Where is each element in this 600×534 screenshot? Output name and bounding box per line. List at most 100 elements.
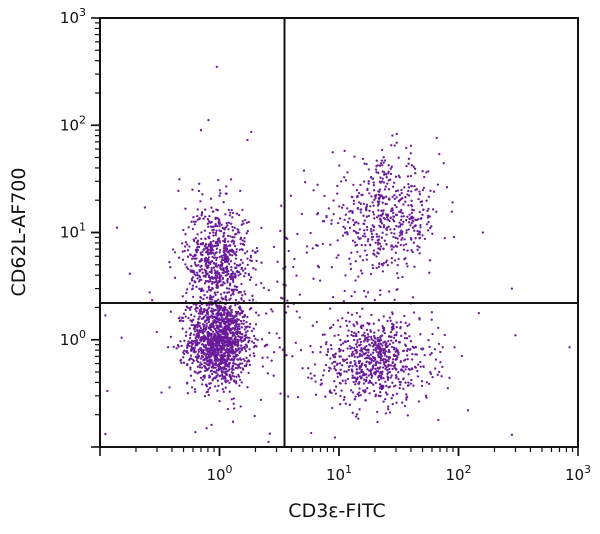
data-point [197,332,200,335]
data-point [407,162,410,165]
data-point [246,138,249,142]
data-point [240,311,244,315]
data-point [352,202,356,205]
data-point [215,324,218,327]
data-point [361,157,365,161]
data-point [410,211,414,215]
data-point [196,365,200,368]
data-point [395,326,398,329]
data-point [311,324,314,327]
data-point [243,252,247,255]
data-point [337,254,340,257]
data-point [391,402,394,406]
data-point [356,207,359,210]
data-point [418,193,422,196]
data-point [244,267,247,270]
data-point [399,223,403,226]
data-point [322,369,326,372]
data-point [195,285,198,288]
data-point [386,218,389,221]
data-point [231,346,234,349]
data-point [188,358,191,362]
data-point [279,392,282,395]
data-point [298,316,301,319]
data-point [359,365,363,368]
data-point [208,303,211,307]
data-point [406,354,409,357]
data-point [205,427,208,430]
data-point [377,351,380,355]
data-point [391,185,395,188]
data-point [198,217,201,221]
data-point [230,322,233,325]
data-point [305,245,309,248]
data-point [178,256,181,259]
data-point [193,223,196,226]
data-point [232,293,235,296]
data-point [260,226,263,230]
data-point [263,345,266,348]
data-point [363,338,367,342]
data-point [384,367,387,371]
data-point [358,337,362,341]
data-point [403,404,407,408]
data-point [194,308,197,311]
data-point [235,248,238,251]
data-point [331,406,334,410]
data-point [343,227,347,230]
data-point [383,239,387,242]
data-point [356,356,359,359]
data-point [204,244,207,247]
data-point [244,218,247,222]
data-point [405,231,408,234]
data-point [430,225,433,228]
data-point [222,235,225,238]
data-point [357,391,361,394]
data-point [207,320,210,324]
data-point [371,263,374,267]
data-point [341,364,344,367]
data-point [403,186,406,189]
data-point [241,333,244,336]
data-point [185,288,189,291]
data-point [230,288,234,291]
data-point [339,403,342,406]
data-point [191,269,194,272]
data-point [244,293,247,296]
data-point [358,371,361,375]
data-point [220,296,223,299]
data-point [204,262,208,265]
data-point [212,325,215,328]
data-point [357,236,360,239]
data-point [392,336,396,340]
data-point [393,144,396,147]
data-point [206,280,210,283]
data-point [393,354,396,358]
data-point [243,338,247,341]
data-point [354,343,358,346]
data-point [405,218,408,222]
data-point [216,276,219,279]
data-point [372,348,375,352]
data-point [355,311,358,315]
data-point [292,265,295,269]
data-point [359,255,362,258]
data-point [372,225,376,228]
data-point [229,277,233,281]
data-point [240,362,244,365]
data-point [364,351,368,355]
data-point [403,238,406,241]
data-point [329,391,332,394]
data-point [310,377,313,380]
data-point [407,204,410,207]
data-point [355,350,358,353]
data-point [206,364,210,367]
data-point [243,347,247,350]
data-point [238,248,241,251]
data-point [350,313,354,316]
data-point [367,381,370,384]
data-point [413,265,416,268]
data-point [353,338,356,342]
data-point [200,212,204,215]
data-point [216,320,220,324]
